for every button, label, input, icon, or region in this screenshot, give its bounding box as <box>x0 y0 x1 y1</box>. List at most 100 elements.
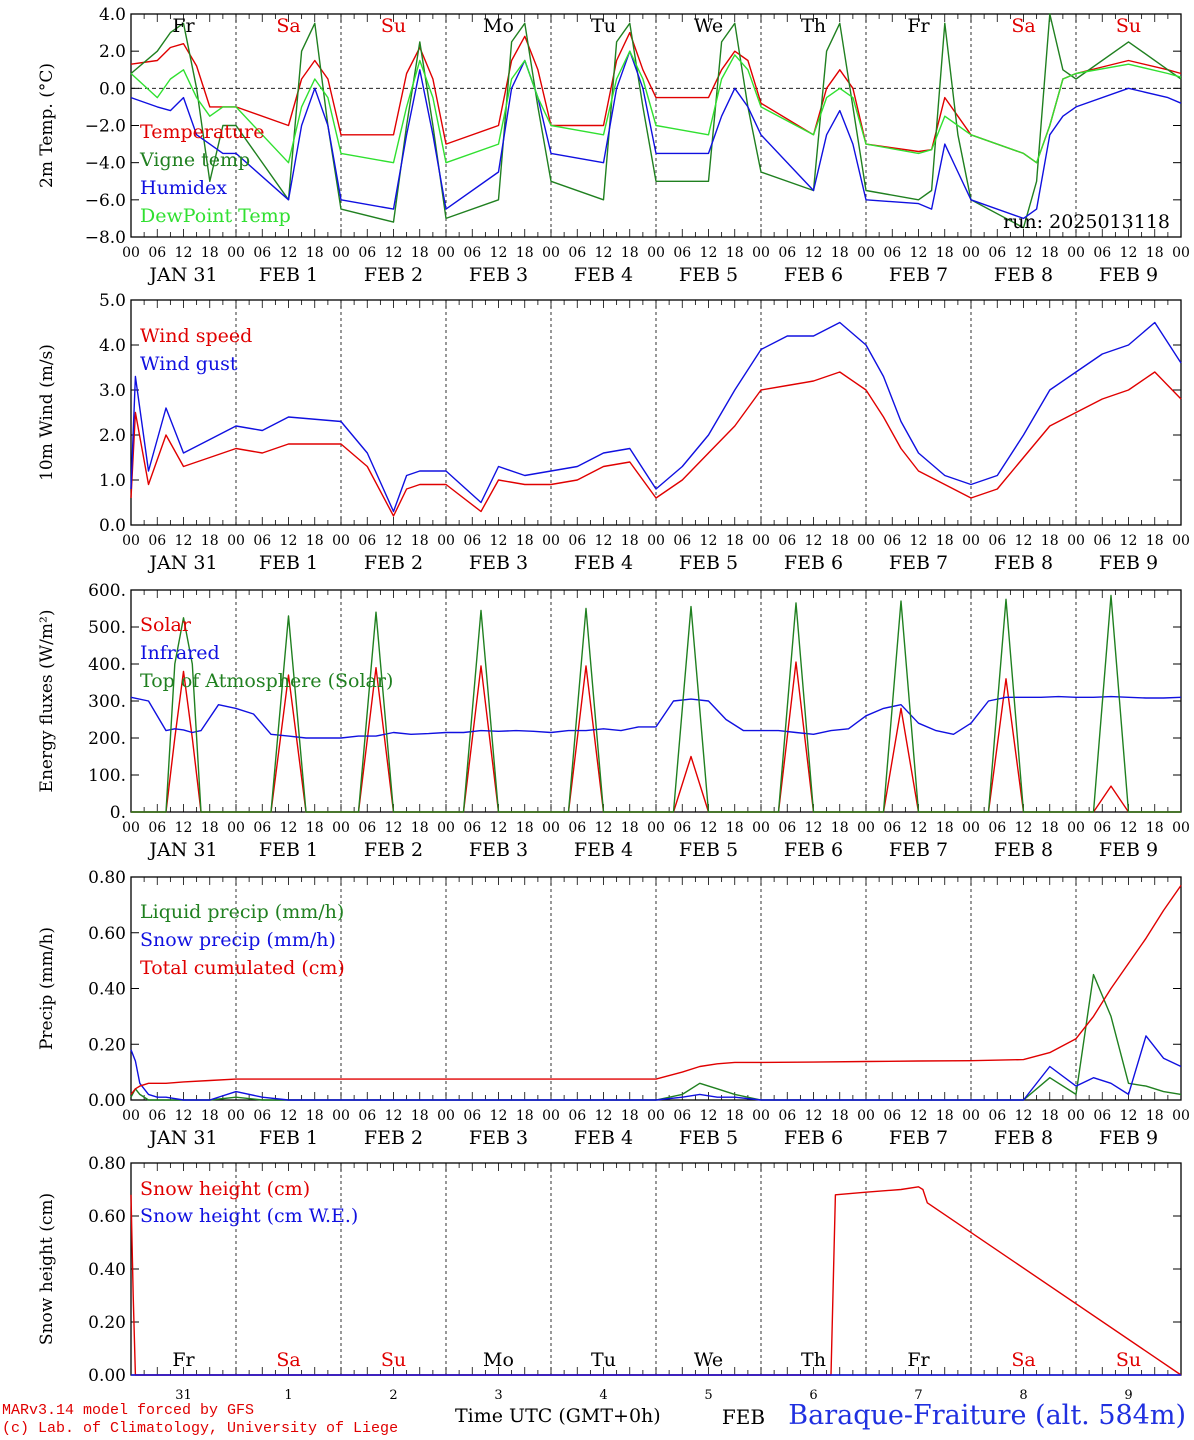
legend-entry: Solar <box>140 614 192 636</box>
hour-tick-label: 12 <box>1120 533 1138 549</box>
day-number-label: 7 <box>914 1388 922 1403</box>
run-label: run: 2025013118 <box>1003 211 1170 233</box>
hour-tick-label: 18 <box>201 1108 219 1124</box>
hour-tick-label: 18 <box>726 1108 744 1124</box>
day-label: FEB 9 <box>1099 839 1158 861</box>
hour-tick-label: 12 <box>490 245 508 261</box>
panel-frame <box>130 299 1182 526</box>
hour-tick-label: 06 <box>148 533 166 549</box>
legend-entry: Top of Atmosphere (Solar) <box>140 670 393 692</box>
y-tick-label: 2.0 <box>99 42 126 62</box>
hour-tick-label: 18 <box>516 245 534 261</box>
hour-tick-label: 18 <box>516 1108 534 1124</box>
series-line <box>130 695 1182 739</box>
weekday-label: We <box>694 15 723 37</box>
weekday-label: Th <box>801 1349 826 1371</box>
hour-tick-label: 06 <box>463 1108 481 1124</box>
y-tick-label: 0.40 <box>88 1260 126 1280</box>
y-tick-label: 100. <box>88 766 126 786</box>
hour-tick-label: 12 <box>700 1108 718 1124</box>
hour-tick-label: 06 <box>883 820 901 836</box>
hour-tick-label: 00 <box>647 245 665 261</box>
legend-entry: Snow height (cm W.E.) <box>140 1205 358 1227</box>
day-label: FEB 7 <box>889 264 948 286</box>
hour-tick-label: 00 <box>332 1108 350 1124</box>
hour-tick-label: 06 <box>673 245 691 261</box>
hour-tick-label: 06 <box>568 820 586 836</box>
hour-tick-label: 12 <box>385 245 403 261</box>
hour-tick-label: 00 <box>227 1108 245 1124</box>
hour-tick-label: 06 <box>673 533 691 549</box>
hour-tick-label: 06 <box>988 533 1006 549</box>
y-tick-label: 0.60 <box>88 924 126 944</box>
y-tick-label: 0.00 <box>88 1091 126 1111</box>
weekday-label: Fr <box>907 15 930 37</box>
y-tick-label: 0.0 <box>99 79 126 99</box>
day-label: FEB 1 <box>259 552 318 574</box>
weekday-label: We <box>694 1349 723 1371</box>
hour-tick-label: 12 <box>490 1108 508 1124</box>
day-label: FEB 6 <box>784 264 843 286</box>
hour-tick-label: 00 <box>227 533 245 549</box>
weekday-label: Su <box>381 1349 406 1371</box>
day-label: FEB 2 <box>364 1127 423 1149</box>
hour-tick-label: 18 <box>516 533 534 549</box>
hour-tick-label: 00 <box>1172 820 1190 836</box>
hour-tick-label: 12 <box>1015 1108 1033 1124</box>
hour-tick-label: 06 <box>988 820 1006 836</box>
hour-tick-label: 12 <box>1120 245 1138 261</box>
hour-tick-label: 18 <box>936 245 954 261</box>
y-tick-label: 0.80 <box>88 868 126 888</box>
y-axis-label: Snow height (cm) <box>37 1193 57 1345</box>
y-tick-label: 0.20 <box>88 1035 126 1055</box>
weekday-label: Fr <box>172 1349 195 1371</box>
hour-tick-label: 00 <box>122 245 140 261</box>
y-axis-label: 2m Temp. (°C) <box>37 63 57 188</box>
hour-tick-label: 18 <box>411 245 429 261</box>
hour-tick-label: 18 <box>1146 533 1164 549</box>
hour-tick-label: 00 <box>437 820 455 836</box>
hour-tick-label: 06 <box>673 1108 691 1124</box>
hour-tick-label: 00 <box>227 245 245 261</box>
weekday-label: Su <box>381 15 406 37</box>
hour-tick-label: 18 <box>306 245 324 261</box>
hour-tick-label: 00 <box>1067 820 1085 836</box>
hour-tick-label: 06 <box>1093 820 1111 836</box>
panel-4 <box>130 876 1182 1101</box>
y-axis-label: Energy fluxes (W/m²) <box>37 610 57 793</box>
day-label: FEB 5 <box>679 264 738 286</box>
hour-tick-label: 00 <box>1067 245 1085 261</box>
hour-tick-label: 06 <box>988 245 1006 261</box>
hour-tick-label: 18 <box>936 1108 954 1124</box>
hour-tick-label: 18 <box>831 245 849 261</box>
legend-entry: Snow height (cm) <box>140 1178 310 1200</box>
hour-tick-label: 06 <box>883 533 901 549</box>
day-number-label: 5 <box>704 1388 712 1403</box>
hour-tick-label: 18 <box>411 1108 429 1124</box>
hour-tick-label: 00 <box>227 820 245 836</box>
hour-tick-label: 06 <box>673 820 691 836</box>
hour-tick-label: 18 <box>936 820 954 836</box>
hour-tick-label: 06 <box>148 1108 166 1124</box>
hour-tick-label: 18 <box>621 1108 639 1124</box>
day-number-label: 3 <box>494 1388 502 1403</box>
day-label: JAN 31 <box>147 839 217 861</box>
hour-tick-label: 12 <box>805 245 823 261</box>
hour-tick-label: 18 <box>726 820 744 836</box>
y-tick-label: 0.20 <box>88 1313 126 1333</box>
hour-tick-label: 12 <box>385 533 403 549</box>
hour-tick-label: 18 <box>516 820 534 836</box>
weekday-label: Th <box>801 15 826 37</box>
day-label: FEB 8 <box>994 552 1053 574</box>
day-label: FEB 2 <box>364 839 423 861</box>
legend-entry: Liquid precip (mm/h) <box>140 901 344 923</box>
hour-tick-label: 18 <box>306 533 324 549</box>
day-label: FEB 8 <box>994 264 1053 286</box>
day-label: FEB 4 <box>574 839 633 861</box>
hour-tick-label: 06 <box>253 533 271 549</box>
hour-tick-label: 06 <box>253 245 271 261</box>
day-number-label: 6 <box>809 1388 817 1403</box>
day-label: FEB 9 <box>1099 1127 1158 1149</box>
hour-tick-label: 06 <box>358 245 376 261</box>
hour-tick-label: 12 <box>1120 1108 1138 1124</box>
